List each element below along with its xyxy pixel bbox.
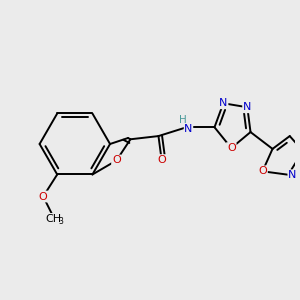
Text: O: O xyxy=(157,155,166,165)
Text: O: O xyxy=(258,166,267,176)
Text: N: N xyxy=(219,98,227,108)
Text: N: N xyxy=(288,170,297,180)
Text: O: O xyxy=(227,143,236,153)
Text: H: H xyxy=(179,115,187,125)
Text: CH: CH xyxy=(45,214,61,224)
Text: O: O xyxy=(39,191,48,202)
Text: O: O xyxy=(112,155,121,166)
Text: N: N xyxy=(243,102,251,112)
Text: N: N xyxy=(184,124,193,134)
Text: 3: 3 xyxy=(58,217,63,226)
